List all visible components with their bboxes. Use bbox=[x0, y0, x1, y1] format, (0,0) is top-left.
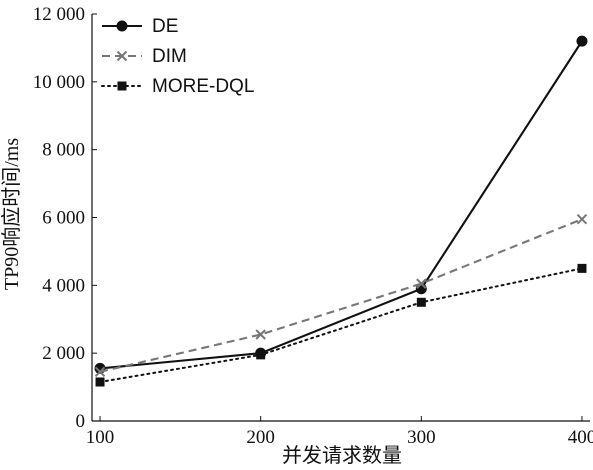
data-point bbox=[255, 329, 266, 340]
data-point bbox=[416, 297, 426, 307]
y-tick-label: 8 000 bbox=[42, 140, 85, 161]
marker-stroke bbox=[94, 366, 106, 378]
legend-marker bbox=[117, 81, 127, 91]
x-tick-label: 100 bbox=[86, 427, 115, 448]
series-line bbox=[99, 267, 583, 383]
series-group bbox=[94, 35, 588, 387]
legend-marker bbox=[116, 50, 128, 62]
y-tick-label: 6 000 bbox=[42, 208, 85, 229]
marker-stroke bbox=[116, 50, 128, 62]
x-tick-label: 200 bbox=[246, 427, 275, 448]
legend-label: MORE-DQL bbox=[152, 76, 254, 97]
legend-label: DE bbox=[152, 16, 178, 37]
data-point bbox=[576, 213, 588, 225]
data-point bbox=[416, 278, 427, 289]
x-axis-title: 并发请求数量 bbox=[282, 444, 402, 467]
data-point bbox=[577, 263, 587, 273]
x-tick-label: 300 bbox=[407, 427, 436, 448]
marker-stroke bbox=[255, 329, 266, 340]
x-tick-label: 400 bbox=[568, 427, 593, 448]
y-tick-label: 12 000 bbox=[33, 4, 85, 25]
y-tick-label: 10 000 bbox=[33, 72, 85, 93]
series-more-dql bbox=[95, 263, 587, 387]
marker-stroke bbox=[416, 278, 427, 289]
legend-marker bbox=[116, 20, 128, 32]
marker-stroke bbox=[576, 213, 588, 225]
y-tick-label: 0 bbox=[76, 411, 86, 432]
legend-label: DIM bbox=[152, 46, 187, 67]
data-point bbox=[256, 350, 266, 360]
y-axis-ticks: 0 2 000 4 000 6 000 8 000 10 000 12 000 bbox=[33, 4, 97, 432]
y-tick-label: 2 000 bbox=[42, 343, 85, 364]
series-dim bbox=[94, 213, 588, 378]
y-tick-label: 4 000 bbox=[42, 275, 85, 296]
legend-item: MORE-DQL bbox=[101, 76, 254, 97]
data-point bbox=[94, 366, 106, 378]
series-line bbox=[99, 40, 583, 370]
legend-item: DIM bbox=[102, 46, 187, 67]
data-point bbox=[95, 377, 105, 387]
x-axis-ticks: 100 200 300 400 bbox=[86, 416, 593, 448]
legend-item: DE bbox=[102, 16, 178, 37]
data-point bbox=[576, 35, 588, 47]
y-axis-title: TP90响应时间/ms bbox=[0, 138, 23, 290]
series-line bbox=[99, 218, 583, 373]
legend: DE DIM MORE-DQL bbox=[101, 16, 254, 97]
